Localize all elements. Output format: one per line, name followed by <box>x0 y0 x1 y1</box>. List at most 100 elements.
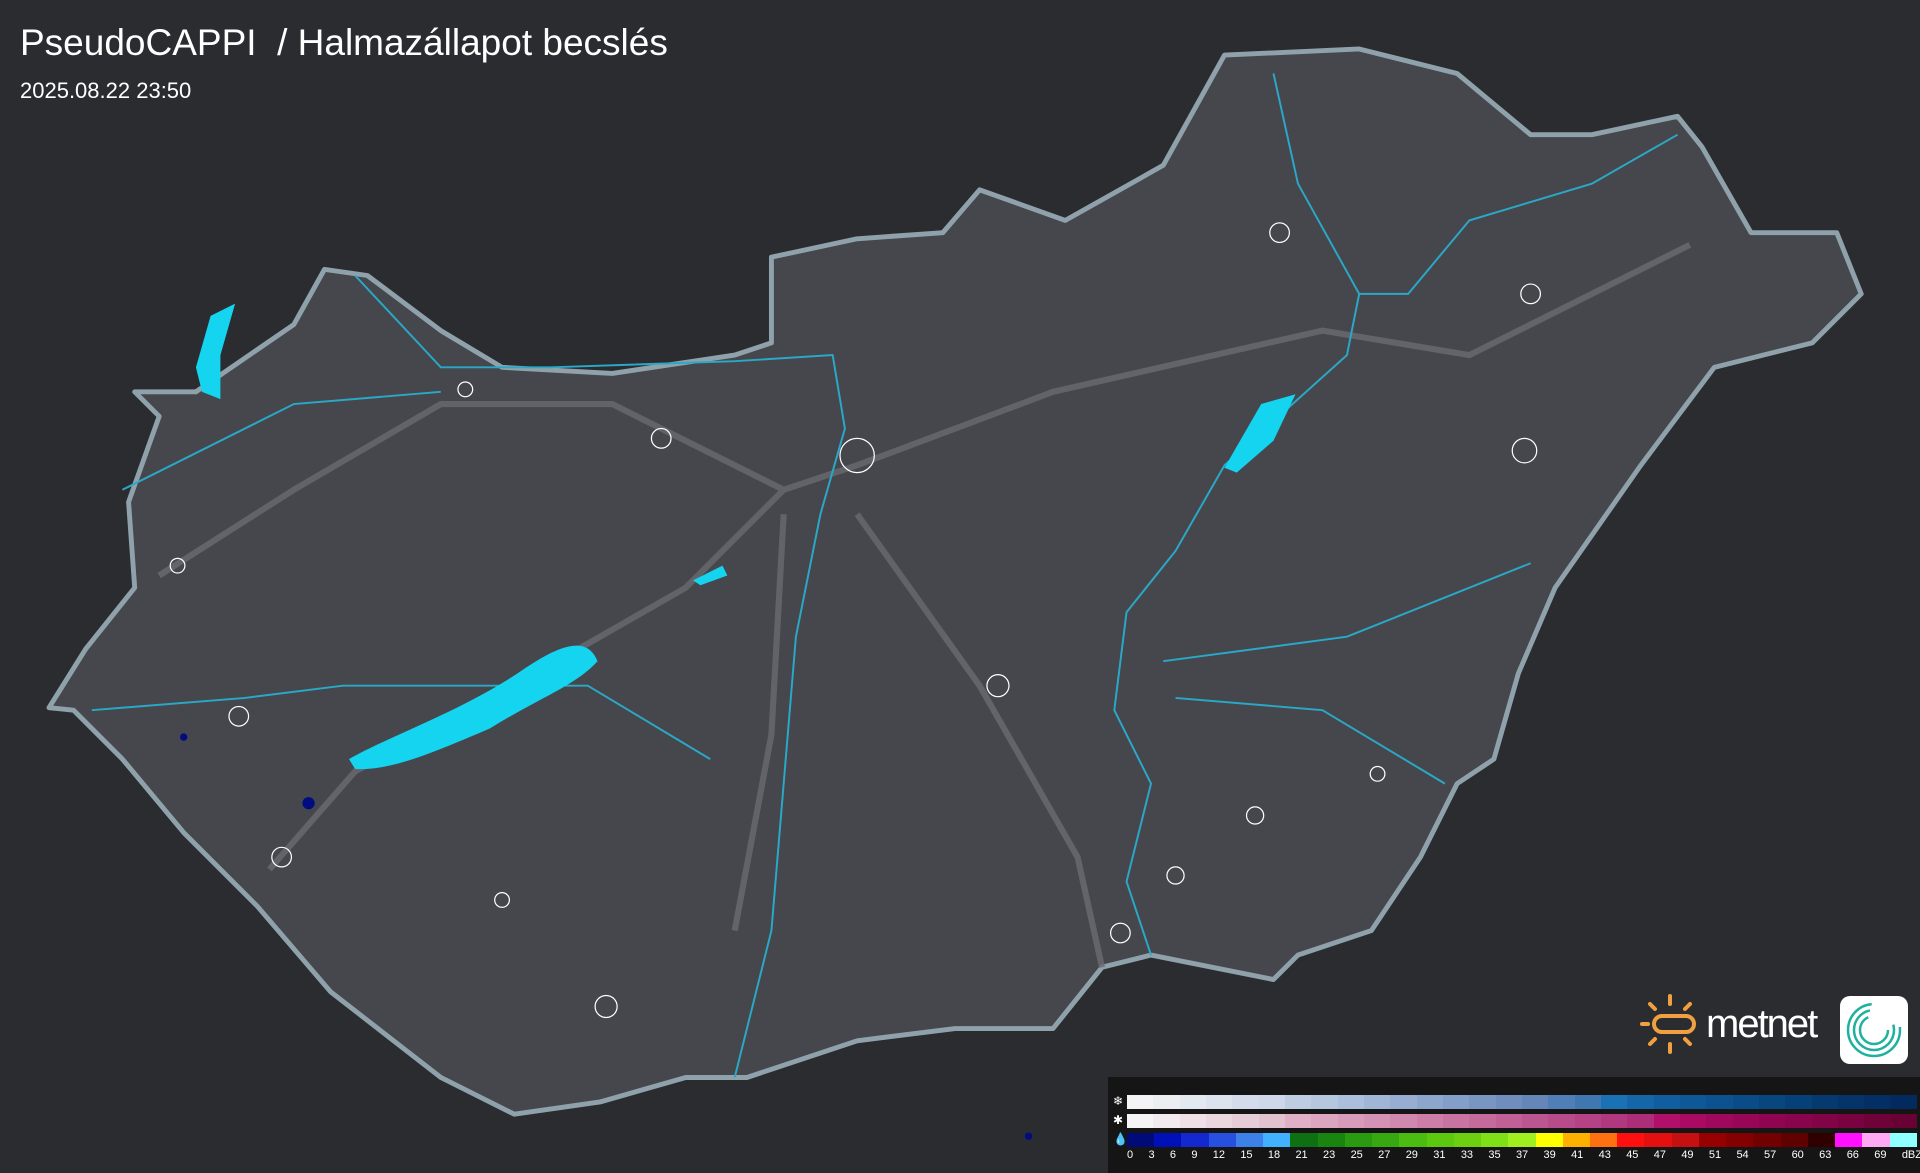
legend-swatch <box>1548 1114 1575 1128</box>
lake-balaton <box>348 645 598 770</box>
logo-text: metnet <box>1706 1001 1818 1046</box>
legend-swatch <box>1258 1114 1285 1128</box>
legend-swatch <box>1232 1114 1259 1128</box>
dbz-legend: ❄ ✱ 💧 0 3 6 9 12 15 18 21 23 25 27 29 31 33 35 37 39 41 43… <box>1108 1077 1920 1173</box>
legend-swatch <box>1671 1133 1699 1147</box>
legend-label: 31 <box>1433 1149 1446 1161</box>
legend-swatch <box>1508 1133 1536 1147</box>
legend-swatch <box>1807 1133 1836 1147</box>
legend-swatch <box>1535 1133 1563 1147</box>
legend-swatch <box>1442 1114 1470 1128</box>
legend-swatch <box>1780 1133 1808 1147</box>
radar-echoes <box>180 733 1033 1140</box>
danube-river <box>354 274 846 1078</box>
legend-swatch <box>1337 1095 1364 1109</box>
legend-labels: 0 3 6 9 12 15 18 21 23 25 27 29 31 33 35 37 39 41 43 45 47 49… <box>1127 1149 1920 1161</box>
legend-swatch <box>1521 1114 1549 1128</box>
legend-swatch <box>1426 1133 1454 1147</box>
legend-row-snow <box>1127 1095 1917 1109</box>
legend-swatch <box>1890 1114 1917 1128</box>
legend-label: 35 <box>1488 1149 1501 1161</box>
legend-swatch <box>1153 1095 1180 1109</box>
rivers <box>91 73 1679 1078</box>
legend-swatch <box>1732 1114 1759 1128</box>
legend-label: 41 <box>1571 1149 1584 1161</box>
legend-swatch <box>1284 1095 1312 1109</box>
legend-label: 23 <box>1323 1149 1336 1161</box>
legend-swatch <box>1208 1133 1236 1147</box>
legend-swatch <box>1864 1095 1891 1109</box>
legend-label: 25 <box>1350 1149 1363 1161</box>
legend-swatch <box>1574 1114 1601 1128</box>
legend-label: 60 <box>1791 1149 1804 1161</box>
legend-swatch <box>1399 1133 1427 1147</box>
legend-swatch <box>1442 1095 1470 1109</box>
legend-swatch <box>1416 1095 1443 1109</box>
legend-swatch <box>1785 1095 1812 1109</box>
legend-swatch <box>1416 1114 1443 1128</box>
legend-swatch <box>1127 1114 1154 1128</box>
legend-swatch <box>1617 1133 1645 1147</box>
legend-label: 69 <box>1874 1149 1887 1161</box>
legend-swatch <box>1235 1133 1264 1147</box>
legend-label: 45 <box>1626 1149 1639 1161</box>
legend-swatch <box>1726 1133 1754 1147</box>
legend-swatch <box>1758 1114 1786 1128</box>
legend-swatch <box>1258 1095 1285 1109</box>
legend-swatch <box>1290 1133 1318 1147</box>
legend-row-rain <box>1127 1133 1917 1147</box>
legend-swatch <box>1390 1095 1417 1109</box>
legend-swatch <box>1837 1114 1865 1128</box>
legend-row-mixed <box>1127 1114 1917 1128</box>
legend-swatch <box>1644 1133 1672 1147</box>
legend-swatch <box>1627 1114 1654 1128</box>
legend-swatch <box>1337 1114 1364 1128</box>
legend-label: dBZ <box>1901 1149 1920 1161</box>
legend-swatch <box>1153 1114 1180 1128</box>
legend-swatch <box>1627 1095 1654 1109</box>
legend-label: 29 <box>1405 1149 1418 1161</box>
legend-swatch <box>1706 1114 1733 1128</box>
legend-swatch <box>1311 1095 1338 1109</box>
legend-swatch <box>1589 1133 1618 1147</box>
legend-label: 47 <box>1653 1149 1666 1161</box>
legend-swatch <box>1495 1095 1522 1109</box>
legend-label: 39 <box>1543 1149 1556 1161</box>
legend-swatch <box>1679 1114 1707 1128</box>
legend-label: 3 <box>1148 1149 1155 1161</box>
legend-swatch <box>1311 1114 1338 1128</box>
legend-label: 37 <box>1515 1149 1529 1161</box>
lake-velence <box>693 565 728 586</box>
legend-swatch <box>1390 1114 1417 1128</box>
legend-swatch <box>1205 1114 1233 1128</box>
settlement-outlines <box>169 222 1542 1019</box>
lake-neusiedl <box>195 303 236 400</box>
legend-swatch <box>1181 1133 1209 1147</box>
legend-label: 15 <box>1240 1149 1253 1161</box>
legend-label: 6 <box>1169 1149 1176 1161</box>
legend-label: 0 <box>1127 1149 1134 1161</box>
legend-swatch <box>1837 1095 1865 1109</box>
legend-swatch <box>1481 1133 1509 1147</box>
legend-swatch <box>1521 1095 1549 1109</box>
hungary-country-area <box>46 46 1864 1117</box>
legend-label: 33 <box>1460 1149 1474 1161</box>
metnet-logo: metnet <box>1638 992 1818 1056</box>
snowflake-icon: ❄ <box>1113 1094 1124 1108</box>
legend-swatch <box>1469 1114 1496 1128</box>
legend-swatch <box>1284 1114 1312 1128</box>
raindrop-icon: 💧 <box>1113 1132 1128 1146</box>
legend-swatch <box>1653 1114 1680 1128</box>
legend-swatch <box>1653 1095 1680 1109</box>
legend-swatch <box>1363 1095 1391 1109</box>
legend-swatch <box>1317 1133 1345 1147</box>
legend-swatch <box>1862 1133 1890 1147</box>
legend-swatch <box>1835 1133 1863 1147</box>
legend-label: 18 <box>1267 1149 1281 1161</box>
legend-label: 49 <box>1681 1149 1694 1161</box>
legend-swatch <box>1263 1133 1291 1147</box>
legend-label: 63 <box>1819 1149 1832 1161</box>
legend-swatch <box>1495 1114 1522 1128</box>
legend-swatch <box>1758 1095 1786 1109</box>
